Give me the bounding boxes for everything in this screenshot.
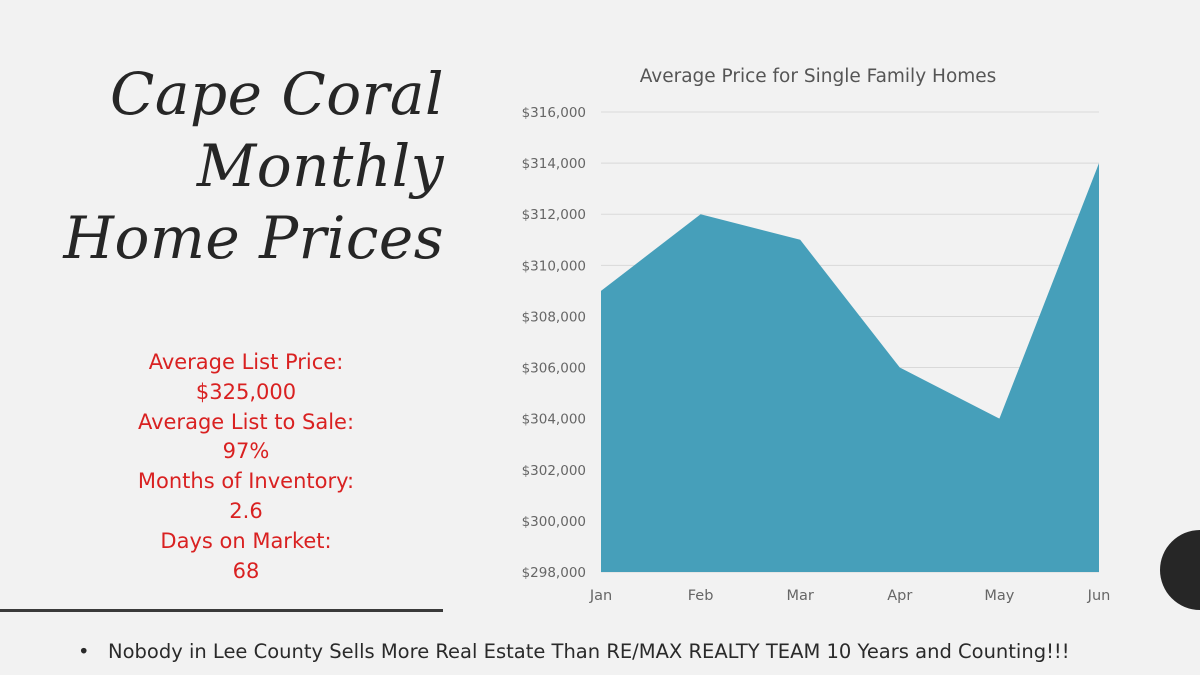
title-line-2: Monthly: [196, 132, 444, 200]
title-line-3: Home Prices: [63, 204, 444, 272]
stat-value-inventory: 2.6: [229, 498, 263, 523]
y-tick-label: $314,000: [522, 156, 586, 172]
stat-label-days-on-market: Days on Market:: [160, 528, 332, 553]
stat-label-list-price: Average List Price:: [148, 350, 344, 374]
footer-bullet-line: • Nobody in Lee County Sells More Real Es…: [78, 640, 1128, 663]
y-tick-label: $306,000: [522, 361, 586, 377]
chart-title: Average Price for Single Family Homes: [639, 66, 997, 87]
stat-label-list-to-sale: Average List to Sale:: [137, 409, 355, 434]
divider-rule: [0, 609, 443, 612]
footer-text: Nobody in Lee County Sells More Real Est…: [108, 640, 1070, 663]
market-stats: Average List Price: $325,000 Average Lis…: [96, 348, 396, 586]
y-tick-label: $312,000: [522, 207, 586, 223]
y-tick-label: $316,000: [522, 105, 586, 121]
slide-title: Cape Coral Monthly Home Prices: [40, 58, 444, 274]
stat-value-list-price: $325,000: [195, 379, 297, 404]
y-tick-label: $310,000: [522, 258, 586, 274]
series-area: [601, 163, 1099, 572]
x-tick-label: Jan: [589, 588, 612, 604]
stat-label-inventory: Months of Inventory:: [137, 469, 355, 494]
x-tick-label: Feb: [688, 588, 714, 604]
x-tick-label: Apr: [887, 588, 912, 604]
stat-value-days-on-market: 68: [232, 558, 260, 583]
y-tick-label: $300,000: [522, 514, 586, 530]
y-tick-label: $298,000: [522, 565, 586, 581]
y-tick-label: $308,000: [522, 309, 586, 325]
x-tick-label: May: [984, 588, 1014, 604]
title-line-1: Cape Coral: [110, 60, 444, 128]
stat-value-list-to-sale: 97%: [222, 439, 270, 464]
y-tick-label: $302,000: [522, 463, 586, 479]
bullet-marker: •: [78, 640, 90, 663]
x-tick-label: Mar: [787, 588, 814, 604]
y-tick-label: $304,000: [522, 412, 586, 428]
x-tick-label: Jun: [1087, 588, 1111, 604]
